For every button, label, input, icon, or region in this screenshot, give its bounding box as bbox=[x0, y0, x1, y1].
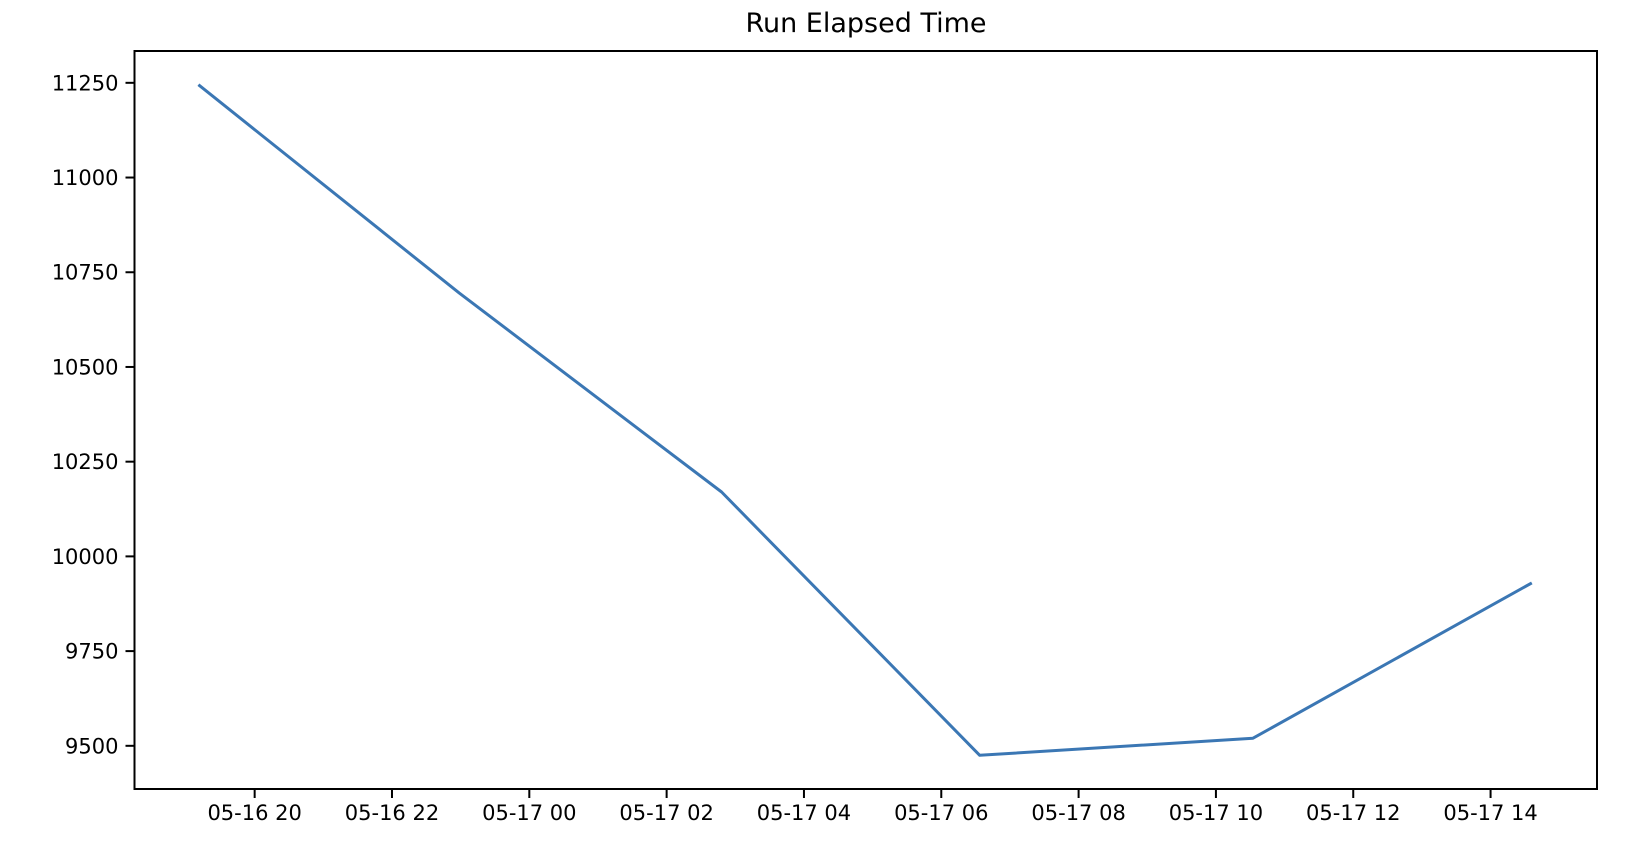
x-tick-label: 05-17 04 bbox=[757, 801, 851, 825]
x-tick-label: 05-17 14 bbox=[1443, 801, 1537, 825]
x-tick-label: 05-16 22 bbox=[345, 801, 439, 825]
x-tick-label: 05-17 02 bbox=[619, 801, 713, 825]
axes-frame bbox=[133, 50, 1598, 790]
y-tick-label: 10750 bbox=[52, 261, 119, 285]
chart-title: Run Elapsed Time bbox=[745, 8, 987, 39]
y-tick-label: 11250 bbox=[52, 71, 119, 95]
y-tick-label: 9750 bbox=[65, 640, 118, 664]
x-tick-label: 05-17 00 bbox=[482, 801, 576, 825]
x-tick-label: 05-17 12 bbox=[1306, 801, 1400, 825]
y-tick-label: 9500 bbox=[65, 734, 118, 758]
y-tick-label: 10000 bbox=[52, 545, 119, 569]
x-tick-label: 05-16 20 bbox=[207, 801, 301, 825]
data-line bbox=[197, 83, 1533, 757]
x-tick-label: 05-17 06 bbox=[894, 801, 988, 825]
y-tick-label: 11000 bbox=[52, 166, 119, 190]
y-tick-label: 10500 bbox=[52, 355, 119, 379]
y-tick-label: 10250 bbox=[52, 450, 119, 474]
x-tick-label: 05-17 08 bbox=[1031, 801, 1125, 825]
x-tick-label: 05-17 10 bbox=[1169, 801, 1263, 825]
